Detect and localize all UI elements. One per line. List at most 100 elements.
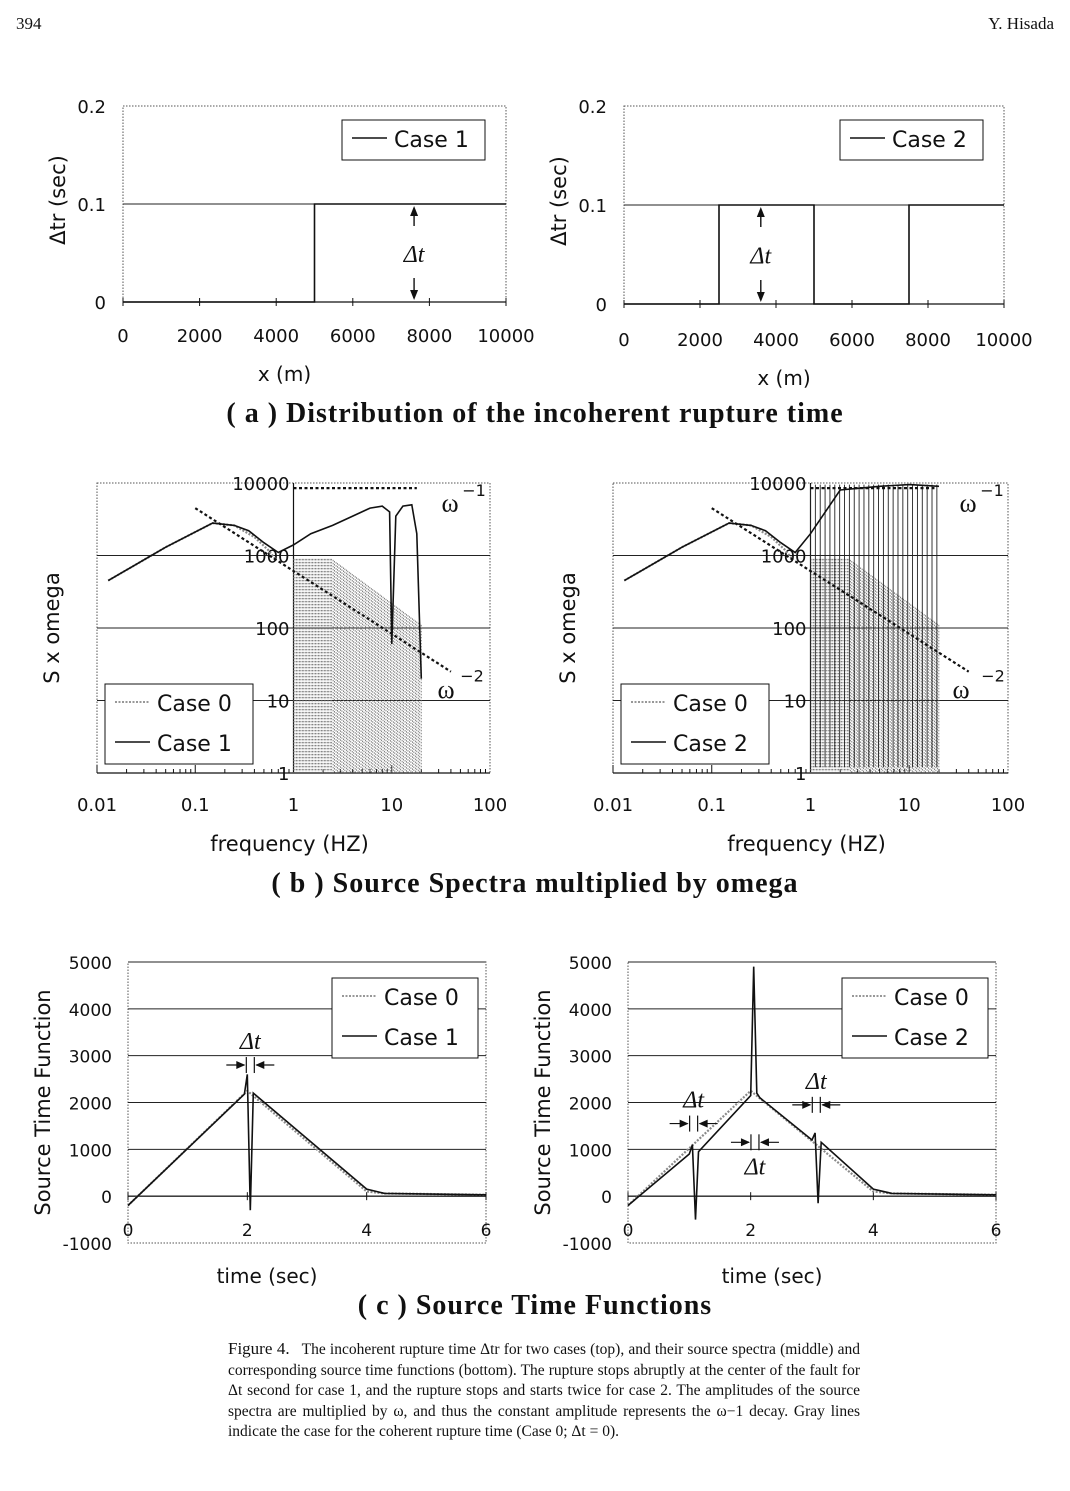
omega-minus-1-exponent-b1: −1 xyxy=(462,481,486,500)
y-tick-label-c2: 4000 xyxy=(569,1001,612,1021)
x-tick-label-b1: 0.01 xyxy=(77,795,117,816)
x-tick-label-c2: 2 xyxy=(745,1221,756,1241)
y-tick-label-b1: 10 xyxy=(267,692,290,713)
y-tick-label-b1: 10000 xyxy=(232,474,289,495)
x-tick-label-c2: 0 xyxy=(623,1221,634,1241)
x-tick-label-c1: 0 xyxy=(123,1221,134,1241)
x-tick-label-a2: 10000 xyxy=(975,330,1032,351)
legend-box-b2 xyxy=(620,683,770,765)
delta-t-arrowhead-c2 xyxy=(759,1138,769,1147)
legend-entry-a2: Case 2 xyxy=(892,128,967,153)
section-title-c: ( c ) Source Time Functions xyxy=(357,1290,713,1321)
delta-t-label-a2: Δt xyxy=(749,244,772,270)
omega-minus-2-line-b1 xyxy=(194,507,452,673)
x-tick-label-a1: 8000 xyxy=(406,326,452,347)
legend-entry-b2: Case 2 xyxy=(673,732,748,757)
x-tick-label-b2: 100 xyxy=(991,795,1025,816)
delta-t-arrowhead-c2 xyxy=(802,1100,812,1109)
omega-minus-2-symbol-b2: ω xyxy=(952,675,969,704)
delta-t-arrowhead-a1 xyxy=(410,206,419,216)
x-tick-label-c2: 4 xyxy=(868,1221,879,1241)
x-axis-label-a2: x (m) xyxy=(757,366,810,390)
y-tick-label-c1: 3000 xyxy=(69,1048,112,1068)
delta-t-label-c1: Δt xyxy=(239,1029,262,1055)
x-tick-label-b1: 10 xyxy=(380,795,403,816)
y-tick-label-c1: 0 xyxy=(101,1188,112,1208)
y-tick-label-b1: 100 xyxy=(255,619,289,640)
x-axis-label-c2: time (sec) xyxy=(722,1264,823,1288)
x-tick-label-a1: 2000 xyxy=(177,326,223,347)
delta-t-arrowhead-c2 xyxy=(679,1119,689,1128)
section-title-a: ( a ) Distribution of the incoherent rup… xyxy=(226,398,844,429)
y-axis-label-b1: S x omega xyxy=(40,572,64,684)
series-line-a1-0 xyxy=(123,203,506,303)
x-tick-label-b2: 0.1 xyxy=(697,795,726,816)
delta-t-label-a1: Δt xyxy=(403,242,426,268)
series-line-c1-1 xyxy=(127,1074,487,1211)
x-tick-label-a2: 6000 xyxy=(829,330,875,351)
page-number: 394 xyxy=(16,14,42,33)
legend-entry-a1: Case 1 xyxy=(394,128,469,153)
y-tick-label-b2: 100 xyxy=(772,619,806,640)
x-tick-label-b2: 10 xyxy=(898,795,921,816)
legend-box-c2 xyxy=(841,977,989,1059)
y-tick-label-b2: 1 xyxy=(795,764,806,785)
legend-box-b1 xyxy=(104,683,254,765)
series-line-c2-1 xyxy=(627,966,997,1220)
y-tick-label-b2: 10 xyxy=(784,692,807,713)
x-axis-label-b1: frequency (HZ) xyxy=(210,832,369,856)
legend-entry-c2: Case 2 xyxy=(894,1026,969,1051)
y-tick-label-c2: -1000 xyxy=(563,1235,612,1255)
y-axis-label-a1: Δtr (sec) xyxy=(46,155,70,245)
delta-t-arrowhead-a2 xyxy=(756,292,765,302)
series-line-c1-0 xyxy=(127,1089,487,1207)
legend-box-c1 xyxy=(331,977,479,1059)
y-axis-label-c2: Source Time Function xyxy=(531,989,555,1215)
x-tick-label-c1: 6 xyxy=(481,1221,492,1241)
y-tick-label-c1: 5000 xyxy=(69,954,112,974)
x-tick-label-c2: 6 xyxy=(991,1221,1002,1241)
y-tick-label-c2: 2000 xyxy=(569,1095,612,1115)
omega-minus-2-symbol-b1: ω xyxy=(437,675,454,704)
delta-t-arrowhead-a2 xyxy=(756,207,765,217)
y-tick-label-c2: 3000 xyxy=(569,1048,612,1068)
series-line-b2-1 xyxy=(623,483,940,582)
series-line-a2-0 xyxy=(624,204,1004,305)
x-tick-label-c1: 4 xyxy=(361,1221,372,1241)
legend-entry-b1: Case 0 xyxy=(157,692,232,717)
figure-caption: Figure 4. The incoherent rupture time Δtr… xyxy=(228,1339,860,1443)
x-tick-label-a2: 2000 xyxy=(677,330,723,351)
x-tick-label-b1: 1 xyxy=(288,795,299,816)
y-tick-label-c2: 1000 xyxy=(569,1141,612,1161)
x-tick-label-a1: 0 xyxy=(117,326,128,347)
figure-caption-text: The incoherent rupture time Δtr for two … xyxy=(228,1341,860,1440)
legend-entry-c1: Case 1 xyxy=(384,1026,459,1051)
y-tick-label-c2: 0 xyxy=(601,1188,612,1208)
y-tick-label-c1: -1000 xyxy=(63,1235,112,1255)
y-tick-label-c1: 2000 xyxy=(69,1095,112,1115)
series-line-b1-1 xyxy=(107,503,423,679)
y-tick-label-a1: 0 xyxy=(95,293,106,314)
y-axis-label-b2: S x omega xyxy=(556,572,580,684)
delta-t-arrowhead-c2 xyxy=(740,1138,750,1147)
legend-box-a1 xyxy=(341,119,486,161)
x-tick-label-a1: 10000 xyxy=(477,326,534,347)
legend-entry-c1: Case 0 xyxy=(384,986,459,1011)
delta-t-arrowhead-a1 xyxy=(410,290,419,300)
x-tick-label-a2: 8000 xyxy=(905,330,951,351)
x-axis-label-c1: time (sec) xyxy=(217,1264,318,1288)
delta-t-label-c2: Δt xyxy=(744,1154,767,1180)
delta-t-arrowhead-c2 xyxy=(821,1100,831,1109)
delta-t-label-c2: Δt xyxy=(682,1088,705,1114)
x-tick-label-c1: 2 xyxy=(242,1221,253,1241)
x-tick-label-a2: 4000 xyxy=(753,330,799,351)
y-tick-label-a2: 0.1 xyxy=(578,196,607,217)
legend-box-a2 xyxy=(839,119,984,161)
x-axis-label-b2: frequency (HZ) xyxy=(727,832,886,856)
legend-entry-b2: Case 0 xyxy=(673,692,748,717)
x-tick-label-a1: 6000 xyxy=(330,326,376,347)
x-axis-label-a1: x (m) xyxy=(258,362,311,386)
omega-minus-1-exponent-b2: −1 xyxy=(980,481,1004,500)
y-tick-label-b2: 10000 xyxy=(749,474,806,495)
